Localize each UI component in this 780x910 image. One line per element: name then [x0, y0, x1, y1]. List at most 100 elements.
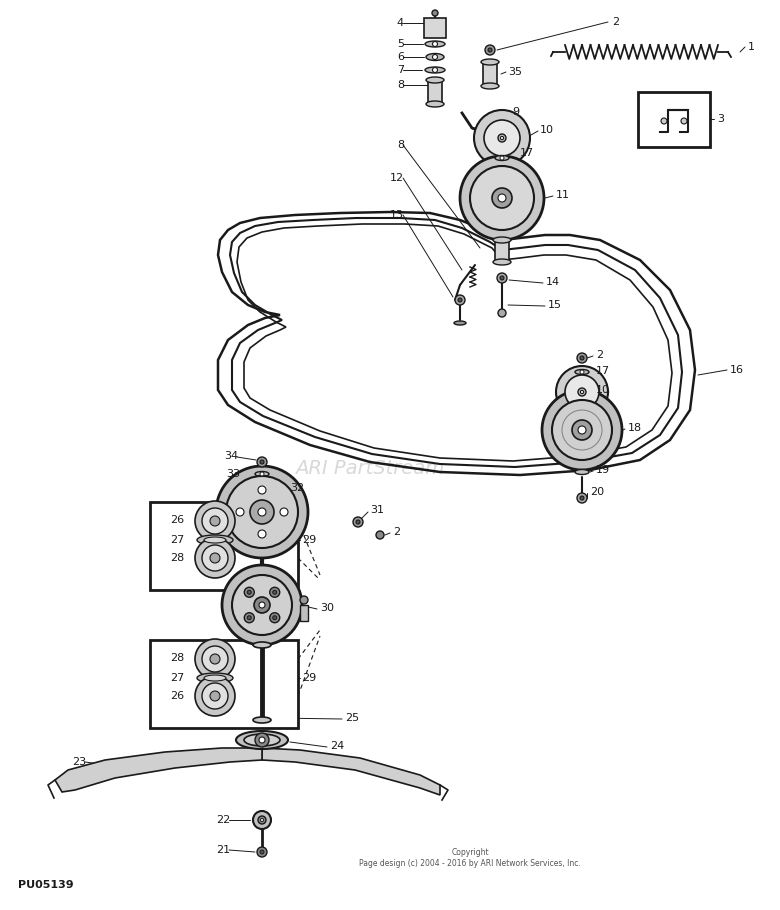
Circle shape	[470, 166, 534, 230]
Circle shape	[492, 188, 512, 208]
Text: 10: 10	[540, 125, 554, 135]
Circle shape	[498, 134, 506, 142]
Text: 3: 3	[717, 114, 724, 124]
Bar	[424, 18, 446, 38]
Circle shape	[195, 501, 235, 541]
Circle shape	[247, 591, 251, 594]
Ellipse shape	[481, 83, 499, 89]
Circle shape	[432, 10, 438, 16]
Circle shape	[460, 156, 544, 240]
Circle shape	[261, 818, 264, 822]
Text: 27: 27	[170, 535, 184, 545]
Circle shape	[232, 575, 292, 635]
Text: 6: 6	[397, 52, 404, 62]
Text: 1: 1	[748, 42, 755, 52]
Circle shape	[273, 591, 277, 594]
Circle shape	[259, 602, 265, 608]
Text: PU05139: PU05139	[18, 880, 73, 890]
Ellipse shape	[426, 101, 444, 107]
Circle shape	[255, 733, 269, 747]
Text: 31: 31	[370, 505, 384, 515]
Circle shape	[458, 298, 462, 302]
Text: 15: 15	[548, 300, 562, 310]
Text: 30: 30	[320, 603, 334, 613]
Circle shape	[498, 309, 506, 317]
Circle shape	[254, 597, 270, 613]
Text: 27: 27	[170, 673, 184, 683]
Text: 29: 29	[302, 673, 316, 683]
Text: 8: 8	[397, 140, 404, 150]
Circle shape	[572, 420, 592, 440]
Text: 28: 28	[170, 653, 184, 663]
Ellipse shape	[493, 259, 511, 265]
Circle shape	[260, 460, 264, 464]
Ellipse shape	[244, 734, 280, 746]
Circle shape	[258, 816, 266, 824]
Circle shape	[580, 390, 583, 394]
Text: 18: 18	[628, 423, 642, 433]
Circle shape	[258, 508, 266, 516]
Ellipse shape	[425, 41, 445, 47]
Text: 12: 12	[390, 173, 404, 183]
Text: 14: 14	[546, 277, 560, 287]
Circle shape	[226, 476, 298, 548]
Ellipse shape	[481, 59, 499, 65]
Circle shape	[210, 654, 220, 664]
Circle shape	[300, 596, 308, 604]
Text: 23: 23	[72, 757, 86, 767]
Text: ARI PartStream: ARI PartStream	[296, 459, 445, 478]
Ellipse shape	[255, 471, 269, 477]
Ellipse shape	[425, 67, 445, 73]
Text: Copyright
Page design (c) 2004 - 2016 by ARI Network Services, Inc.: Copyright Page design (c) 2004 - 2016 by…	[359, 848, 581, 868]
Text: 28: 28	[170, 553, 184, 563]
Circle shape	[432, 42, 438, 46]
Ellipse shape	[426, 77, 444, 83]
Circle shape	[356, 520, 360, 524]
Text: 4: 4	[397, 18, 404, 28]
Circle shape	[578, 426, 586, 434]
Circle shape	[270, 612, 280, 622]
Circle shape	[253, 811, 271, 829]
Circle shape	[260, 472, 264, 476]
Circle shape	[498, 194, 506, 202]
Circle shape	[210, 691, 220, 701]
Circle shape	[474, 110, 530, 166]
Ellipse shape	[204, 537, 226, 543]
Text: 2: 2	[393, 527, 400, 537]
Text: 17: 17	[520, 148, 534, 158]
Ellipse shape	[253, 642, 271, 648]
Circle shape	[376, 531, 384, 539]
Circle shape	[236, 508, 244, 516]
Circle shape	[432, 55, 438, 59]
Ellipse shape	[197, 535, 233, 545]
Circle shape	[681, 118, 687, 124]
Circle shape	[260, 850, 264, 854]
Circle shape	[202, 646, 228, 672]
Text: 34: 34	[224, 451, 238, 461]
Circle shape	[577, 493, 587, 503]
Text: 5: 5	[397, 39, 404, 49]
Circle shape	[210, 516, 220, 526]
Text: 13: 13	[390, 210, 404, 220]
Circle shape	[257, 457, 267, 467]
Circle shape	[484, 120, 520, 156]
Ellipse shape	[197, 673, 233, 683]
Text: 2: 2	[612, 17, 619, 27]
Circle shape	[270, 587, 280, 597]
Ellipse shape	[493, 237, 511, 243]
Text: 10: 10	[596, 385, 610, 395]
Bar	[483, 62, 497, 86]
Text: 35: 35	[508, 67, 522, 77]
Circle shape	[556, 366, 608, 418]
Ellipse shape	[204, 675, 226, 681]
Bar	[495, 240, 509, 262]
Circle shape	[500, 156, 504, 160]
Circle shape	[488, 48, 492, 52]
Circle shape	[485, 45, 495, 55]
Ellipse shape	[575, 369, 589, 375]
Circle shape	[222, 565, 302, 645]
Text: 19: 19	[596, 465, 610, 475]
Ellipse shape	[426, 54, 444, 60]
Text: 22: 22	[216, 815, 230, 825]
Circle shape	[578, 388, 586, 396]
